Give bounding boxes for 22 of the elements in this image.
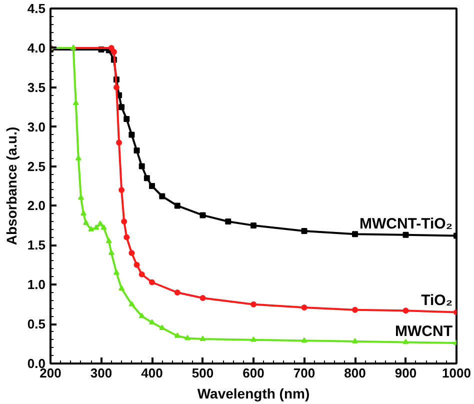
x-tick-label: 400: [141, 366, 163, 380]
series-label: MWCNT: [395, 322, 453, 340]
y-tick-label: 3.0: [27, 119, 46, 134]
y-tick-label: 2.5: [27, 158, 46, 174]
x-tick-label: 1000: [442, 366, 471, 380]
y-tick-label: 0.5: [27, 316, 46, 332]
y-tick-label: 1.5: [27, 238, 46, 253]
x-tick-label: 500: [192, 366, 214, 380]
x-axis-title: Wavelength (nm): [197, 386, 310, 402]
y-axis-title: Absorbance (a.u.): [3, 126, 20, 246]
series-label: TiO₂: [421, 292, 453, 310]
y-tick-label: 3.5: [27, 80, 46, 95]
x-tick-label: 600: [242, 366, 264, 380]
y-tick-label: 2.0: [27, 198, 46, 214]
series-label: MWCNT-TiO₂: [359, 216, 453, 233]
y-tick-label: 1.0: [27, 277, 46, 292]
x-tick-label: 900: [394, 366, 417, 380]
y-tick-label: 4.5: [27, 1, 46, 16]
x-tick-label: 800: [344, 366, 366, 380]
y-tick-label: 4.0: [27, 40, 46, 56]
x-tick-label: 300: [90, 366, 112, 380]
x-tick-label: 700: [293, 366, 316, 380]
